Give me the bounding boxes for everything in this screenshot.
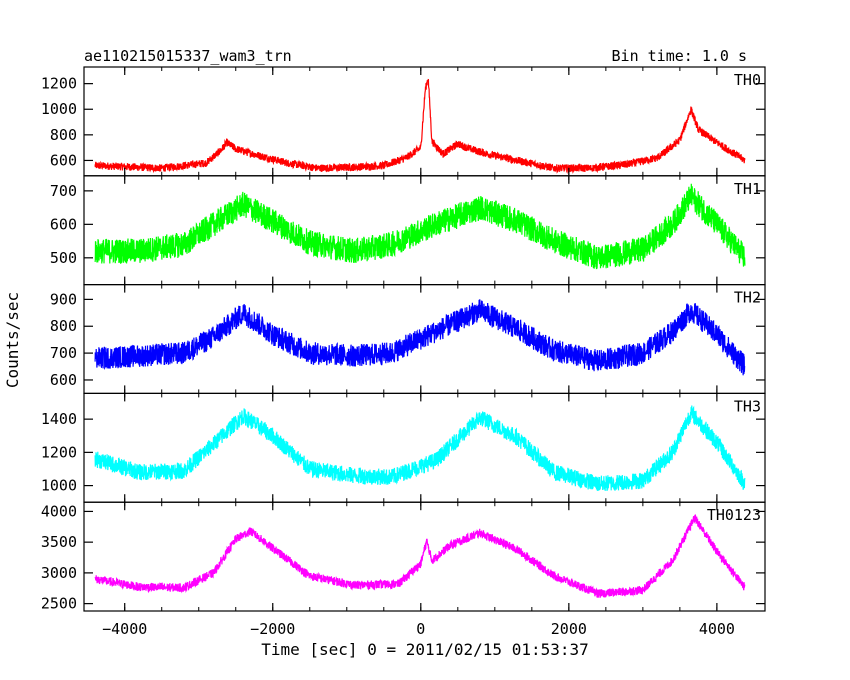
x-tick-label: 0 <box>416 620 425 638</box>
panel-th2: 600 700 800 900 TH2 <box>50 284 766 395</box>
y-tick-label: 1400 <box>41 410 77 428</box>
series-label: TH0123 <box>707 506 761 524</box>
series-th0123 <box>94 514 746 598</box>
y-axis-label: Counts/sec <box>3 292 22 388</box>
y-tick-label: 600 <box>50 371 77 389</box>
series-th3 <box>94 405 746 491</box>
y-tick-label: 3000 <box>41 564 77 582</box>
y-tick-label: 1000 <box>41 100 77 118</box>
y-tick-label: 800 <box>50 126 77 144</box>
series-label: TH1 <box>734 180 761 198</box>
y-tick-label: 1200 <box>41 443 77 461</box>
series-th2 <box>94 299 746 376</box>
panels: 600 800 1000 1200 TH0 500 600 700 TH1 600 700 800 90… <box>41 66 766 613</box>
chart-title-right: Bin time: 1.0 s <box>612 47 747 65</box>
panel-th1: 500 600 700 TH1 <box>50 175 766 286</box>
y-tick-label: 700 <box>50 344 77 362</box>
x-tick-label: −2000 <box>250 620 295 638</box>
x-tick-label: 2000 <box>551 620 587 638</box>
y-tick-label: 900 <box>50 290 77 308</box>
series-label: TH2 <box>734 289 761 307</box>
panel-th3: 1000 1200 1400 TH3 <box>41 392 766 503</box>
series-label: TH0 <box>734 71 761 89</box>
y-tick-label: 3500 <box>41 533 77 551</box>
y-tick-label: 600 <box>50 215 77 233</box>
series-th0 <box>94 78 746 174</box>
y-tick-label: 1000 <box>41 477 77 495</box>
x-tick-label: −4000 <box>102 620 147 638</box>
y-tick-label: 800 <box>50 317 77 335</box>
panel-frame <box>83 392 766 503</box>
y-tick-label: 1200 <box>41 75 77 93</box>
panel-th0123: 2500 3000 3500 4000 TH0123 <box>41 501 766 613</box>
series-label: TH3 <box>734 397 761 415</box>
chart-title-left: ae110215015337_wam3_trn <box>84 47 292 65</box>
y-tick-label: 2500 <box>41 595 77 613</box>
panel-frame <box>83 501 766 612</box>
y-tick-label: 500 <box>50 249 77 267</box>
y-tick-label: 600 <box>50 151 77 169</box>
x-axis-label: Time [sec] 0 = 2011/02/15 01:53:37 <box>261 640 589 659</box>
panel-frame <box>83 66 766 177</box>
panel-th0: 600 800 1000 1200 TH0 <box>41 66 766 177</box>
series-th1 <box>94 183 746 270</box>
y-tick-label: 4000 <box>41 502 77 520</box>
x-tick-label: 4000 <box>699 620 735 638</box>
y-tick-label: 700 <box>50 182 77 200</box>
x-axis: −4000 −2000 0 2000 4000 <box>102 620 735 638</box>
